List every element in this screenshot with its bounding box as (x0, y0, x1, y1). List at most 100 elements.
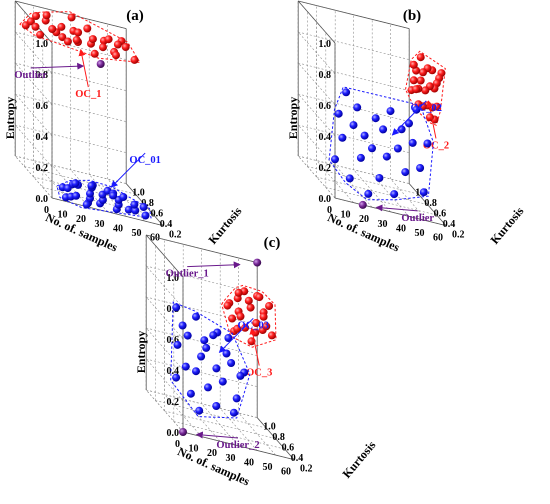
z-tick-label: 0.2 (167, 397, 180, 408)
data-point (74, 28, 83, 37)
data-point (416, 53, 425, 62)
side-wall-grid-line (297, 93, 336, 137)
data-point (358, 200, 367, 209)
data-point (224, 334, 233, 342)
data-point (421, 86, 430, 95)
data-point (232, 394, 241, 403)
floor-grid-line (201, 403, 239, 446)
y-axis-title: Kurtosis (487, 204, 526, 247)
data-point (26, 17, 35, 26)
cluster-label: OC_02 (411, 103, 443, 114)
x-tick-label: 10 (341, 210, 351, 221)
data-point (90, 49, 99, 58)
back-wall-grid-line (298, 155, 410, 184)
floor-grid-line (155, 400, 267, 429)
panel-3: (c)0 10 20 30 40 50 60 0.20.40.60.81.00.00.20.4… (134, 234, 379, 489)
data-point (113, 40, 122, 49)
x-tick-label: 60 (150, 233, 160, 244)
data-point (252, 319, 261, 327)
data-point (71, 179, 80, 188)
data-point (265, 302, 274, 310)
data-point (409, 60, 418, 69)
data-point (236, 371, 245, 380)
data-point (218, 377, 227, 386)
x-tick-label: 50 (415, 228, 425, 239)
data-point (87, 181, 96, 190)
data-point (63, 37, 72, 46)
data-point (241, 323, 250, 332)
z-axis-title: Entropy (3, 97, 17, 139)
cluster-label: OC_1 (75, 89, 101, 100)
data-point (141, 211, 150, 220)
data-point (253, 258, 262, 267)
y-tick-label: 1.0 (132, 188, 145, 199)
z-tick-label: 0.8 (36, 70, 49, 81)
data-point (390, 190, 399, 199)
z-tick-label: 1.0 (319, 39, 332, 50)
x-tick-label: 30 (95, 219, 105, 230)
floor-grid-line (219, 408, 258, 451)
data-point (130, 55, 139, 64)
data-point (386, 107, 395, 116)
data-point (255, 293, 264, 302)
data-point (48, 25, 57, 33)
panel-title: (b) (403, 8, 421, 24)
back-wall-grid-line (15, 124, 127, 153)
x-tick-label: 20 (207, 448, 217, 459)
data-point (416, 76, 425, 85)
side-wall-grid-line (297, 155, 336, 199)
z-tick-label: 0.6 (167, 335, 180, 346)
data-point (412, 105, 421, 114)
data-point (195, 406, 204, 415)
back-wall-grid-line (146, 358, 258, 387)
z-tick-label: 0.8 (319, 70, 332, 81)
data-point (173, 340, 182, 349)
data-point (67, 13, 76, 22)
x-axis-line (334, 197, 447, 226)
data-point (409, 76, 418, 85)
z-axis-title: Entropy (134, 331, 148, 373)
data-point (112, 51, 120, 60)
data-point (334, 109, 343, 118)
data-point (401, 168, 410, 177)
back-wall-grid-line (298, 124, 410, 153)
side-wall-grid-line (145, 296, 184, 340)
data-point (72, 36, 81, 44)
data-point (192, 367, 200, 376)
z-tick-label: 0.6 (319, 101, 332, 112)
data-point (192, 312, 200, 321)
annotation-arrow (426, 100, 437, 139)
frame-edge (297, 0, 336, 44)
panel-2: (b)01020304050600.20.40.60.81.00.00.20.4… (286, 0, 527, 255)
data-point (246, 303, 255, 312)
data-point (72, 191, 81, 200)
annotation-arrow (391, 100, 427, 136)
annotation-arrow (78, 48, 89, 88)
data-point (172, 303, 181, 312)
cluster-label: Outlier_2 (216, 440, 259, 451)
data-point (262, 322, 271, 331)
floor-grid-line (173, 421, 285, 450)
cluster-label: Outlier (14, 70, 47, 81)
cluster-label: OC_3 (246, 368, 272, 379)
x-tick-label: 0 (327, 205, 332, 216)
floor-grid-line (238, 412, 276, 456)
data-point (88, 35, 97, 44)
annotation-arrow (110, 152, 146, 188)
side-wall-grid-line (14, 124, 53, 168)
x-tick-label: 60 (281, 467, 291, 478)
side-wall-grid-line (145, 389, 184, 433)
data-point (179, 428, 187, 436)
data-point (368, 144, 376, 153)
z-tick-label: 0.0 (36, 194, 49, 205)
data-point (360, 131, 369, 140)
back-wall-grid-line (15, 93, 127, 122)
back-wall-grid-line (298, 31, 410, 60)
floor-grid-line (51, 165, 90, 208)
data-point (181, 362, 190, 371)
data-point (178, 321, 187, 330)
y-axis-line (408, 183, 447, 226)
data-point (204, 383, 212, 392)
y-tick-label: 0.2 (452, 230, 465, 241)
data-point (186, 389, 195, 398)
